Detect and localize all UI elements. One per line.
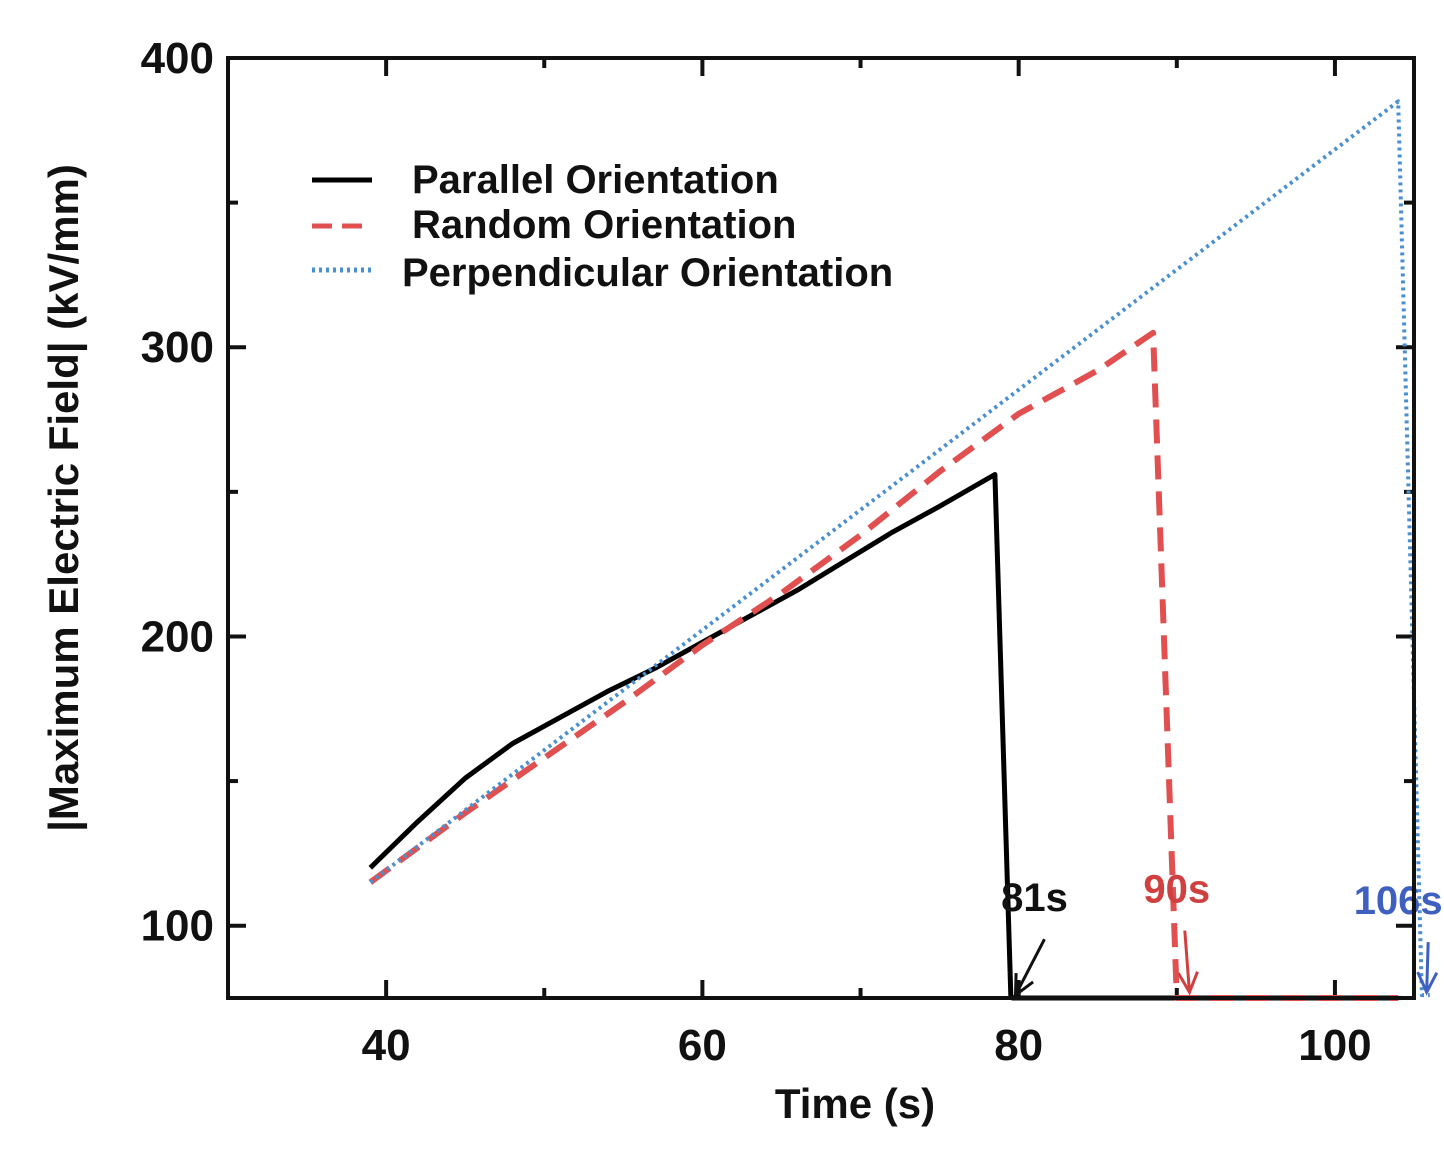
annotation-arrow-head [1416, 971, 1439, 996]
x-tick-label: 60 [678, 1021, 727, 1070]
y-tick-label: 200 [141, 612, 214, 661]
x-axis-title: Time (s) [775, 1080, 935, 1127]
annotations: 81s 90s 106s [1001, 868, 1443, 999]
y-tick-label: 400 [141, 34, 214, 83]
legend-label-perpendicular: Perpendicular Orientation [402, 251, 893, 295]
series-line-perpendicular [369, 99, 1430, 998]
annotation-arrow-head [1177, 971, 1199, 996]
y-axis-title: |Maximum Electric Field| (kV/mm) [40, 164, 88, 832]
y-tick-label: 300 [141, 323, 214, 372]
x-tick-label: 100 [1298, 1021, 1371, 1070]
series-line-random [368, 329, 1399, 1001]
plot-frame [226, 56, 1416, 1000]
annotation-arrow-head [1013, 973, 1034, 999]
x-tick-label: 80 [994, 1021, 1043, 1070]
annotation-label: 106s [1354, 879, 1443, 923]
legend-label-parallel: Parallel Orientation [412, 158, 779, 202]
series-lines [368, 99, 1430, 1001]
y-tick-labels: 100 200 300 400 [141, 34, 214, 951]
annotation-arrow-line [1425, 942, 1430, 993]
legend: Parallel Orientation Random Orientation … [312, 158, 893, 295]
legend-label-random: Random Orientation [412, 203, 796, 247]
series-line-parallel [368, 472, 1399, 1001]
annotation-label: 81s [1001, 876, 1068, 920]
x-tick-label: 40 [362, 1021, 411, 1070]
annotation-arrow-line [1014, 938, 1046, 996]
x-tick-labels: 40 60 80 100 [362, 1021, 1372, 1070]
annotation-arrow-line [1183, 930, 1191, 993]
y-tick-label: 100 [141, 902, 214, 951]
annotation-label: 90s [1143, 868, 1210, 912]
